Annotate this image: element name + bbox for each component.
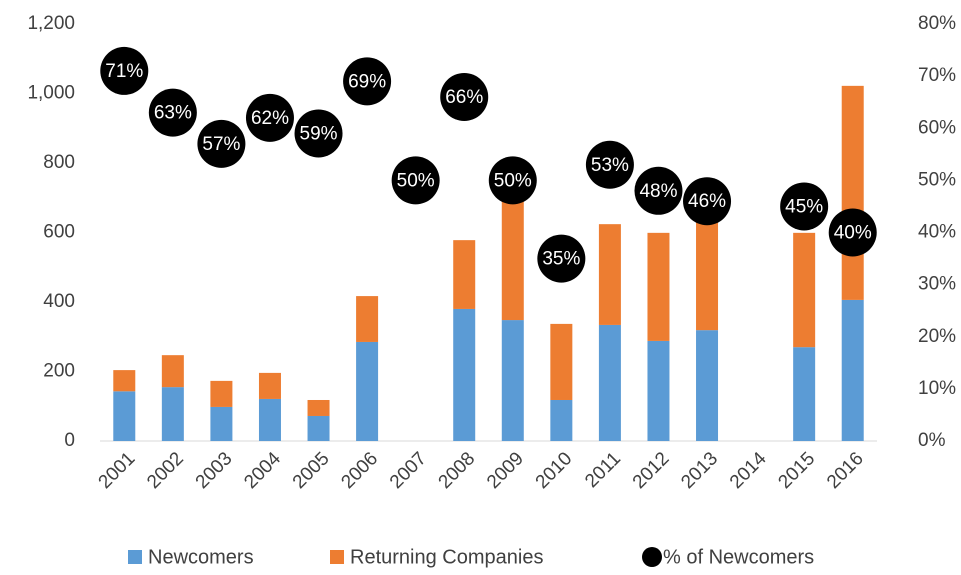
- y-tick-label: 600: [43, 222, 75, 243]
- bar: [550, 399, 573, 441]
- y2-tick-label: 10%: [918, 378, 956, 399]
- x-tick-label: 2005: [289, 448, 334, 493]
- bar: [161, 387, 184, 441]
- y-tick-label: 200: [43, 361, 75, 382]
- y2-tick-label: 50%: [918, 169, 956, 190]
- x-tick-label: 2008: [435, 448, 480, 493]
- x-tick-label: 2004: [240, 448, 285, 493]
- x-tick-label: 2014: [726, 448, 771, 493]
- bar: [647, 232, 670, 341]
- dot-label: 35%: [542, 249, 580, 270]
- bar: [793, 347, 816, 441]
- x-tick-label: 2011: [581, 448, 625, 492]
- dot: [488, 156, 537, 205]
- x-tick-label: 2013: [677, 448, 722, 493]
- y-tick-label: 400: [43, 291, 75, 312]
- bar: [453, 308, 476, 441]
- bar: [841, 299, 864, 441]
- bar: [696, 330, 719, 441]
- bar: [210, 406, 233, 441]
- x-tick-label: 2007: [386, 448, 431, 493]
- x-tick-label: 2015: [774, 448, 819, 493]
- bar: [307, 399, 330, 416]
- bar: [550, 323, 573, 400]
- dot-label: 62%: [251, 108, 289, 129]
- dot-label: 71%: [105, 61, 143, 82]
- legend-marker: [330, 550, 344, 564]
- y2-tick-label: 40%: [918, 222, 956, 243]
- bar: [841, 85, 864, 300]
- x-tick-label: 2001: [95, 448, 140, 493]
- dot: [343, 57, 392, 106]
- x-tick-label: 2009: [483, 448, 528, 493]
- dot: [440, 72, 489, 121]
- y2-tick-label: 0%: [918, 430, 946, 451]
- bar: [793, 232, 816, 348]
- dot: [100, 46, 149, 95]
- y2-tick-label: 70%: [918, 65, 956, 86]
- dot: [828, 208, 877, 257]
- bar: [113, 370, 136, 392]
- y2-tick-label: 20%: [918, 326, 956, 347]
- dot-label: 40%: [834, 223, 872, 244]
- bar: [113, 391, 136, 441]
- bar: [161, 355, 184, 388]
- y2-tick-label: 80%: [918, 13, 956, 34]
- dot: [585, 140, 634, 189]
- y-tick-label: 800: [43, 152, 75, 173]
- x-tick-label: 2002: [143, 448, 188, 493]
- legend-label: Returning Companies: [350, 546, 543, 568]
- y2-tick-label: 60%: [918, 117, 956, 138]
- legend-label: Newcomers: [148, 546, 254, 568]
- dot: [294, 109, 343, 158]
- x-tick-label: 2006: [337, 448, 382, 493]
- bar: [598, 324, 621, 441]
- bar: [453, 240, 476, 309]
- bar: [598, 224, 621, 325]
- dot-label: 63%: [154, 103, 192, 124]
- dot: [683, 177, 732, 226]
- y-tick-label: 1,200: [27, 13, 75, 34]
- legend-marker: [128, 550, 142, 564]
- x-tick-label: 2003: [192, 448, 237, 493]
- dot-label: 48%: [639, 181, 677, 202]
- dot: [148, 88, 197, 137]
- bar: [356, 296, 379, 342]
- dot: [197, 119, 246, 168]
- bar: [501, 320, 524, 441]
- dot-label: 57%: [202, 134, 240, 155]
- dot-label: 50%: [397, 170, 435, 191]
- x-tick-label: 2010: [532, 448, 577, 493]
- dot-label: 53%: [591, 155, 629, 176]
- dot-label: 50%: [494, 170, 532, 191]
- x-tick-label: 2016: [823, 448, 868, 493]
- dot-label: 46%: [688, 191, 726, 212]
- y2-tick-label: 30%: [918, 274, 956, 295]
- dot-label: 59%: [300, 123, 338, 144]
- x-tick-label: 2012: [629, 448, 674, 493]
- dot-label: 66%: [445, 87, 483, 108]
- dot: [634, 166, 683, 215]
- dot: [780, 182, 829, 231]
- dot: [391, 156, 440, 205]
- bar: [307, 415, 330, 441]
- dot: [537, 234, 586, 283]
- legend-marker: [642, 547, 662, 567]
- y-tick-label: 1,000: [27, 83, 75, 104]
- bar: [210, 380, 233, 407]
- bar: [501, 199, 524, 321]
- bar: [258, 398, 281, 441]
- bar: [258, 372, 281, 399]
- dot: [245, 93, 294, 142]
- bar: [696, 200, 719, 331]
- dot-label: 69%: [348, 71, 386, 92]
- y-tick-label: 0: [64, 430, 75, 451]
- bar: [647, 340, 670, 441]
- bar: [356, 341, 379, 441]
- dot-label: 45%: [785, 196, 823, 217]
- legend-label: % of Newcomers: [663, 546, 814, 568]
